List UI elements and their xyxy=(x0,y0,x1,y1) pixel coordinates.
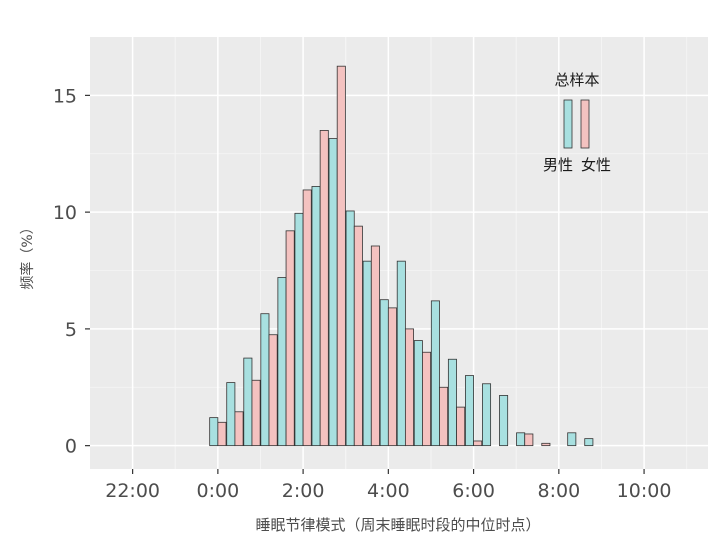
male-bar xyxy=(294,212,304,447)
male-bar xyxy=(209,417,219,447)
x-tick-label: 22:00 xyxy=(105,480,160,502)
x-axis-label: 睡眠节律模式（周末睡眠时段的中位时点） xyxy=(255,516,540,534)
bars xyxy=(209,65,594,447)
male-bar xyxy=(482,383,492,447)
female-bar xyxy=(387,307,397,447)
y-tick-label: 0 xyxy=(65,436,77,458)
female-bar xyxy=(302,189,312,447)
x-tick-label: 0:00 xyxy=(197,480,240,502)
male-bar xyxy=(584,438,594,447)
y-tick-label: 5 xyxy=(65,319,77,341)
x-tick-label: 2:00 xyxy=(282,480,325,502)
legend-title: 总样本 xyxy=(554,71,599,89)
female-bar xyxy=(370,245,380,447)
female-bar xyxy=(336,65,346,447)
legend-key-male xyxy=(563,99,573,149)
y-tick-label: 15 xyxy=(53,85,77,107)
male-bar xyxy=(328,138,338,447)
female-bar xyxy=(285,230,295,447)
male-bar xyxy=(277,277,287,447)
female-bar xyxy=(353,225,363,447)
female-bar xyxy=(439,386,449,447)
x-axis: 22:00 0:00 2:00 4:00 6:00 8:00 10:00 xyxy=(105,469,671,502)
female-bar xyxy=(422,351,432,447)
y-axis-label: 频率（%） xyxy=(19,220,36,289)
x-tick-label: 6:00 xyxy=(452,480,495,502)
male-bar xyxy=(226,382,236,447)
female-bar xyxy=(251,379,261,447)
legend-key-female xyxy=(580,99,590,149)
legend-label-female: 女性 xyxy=(581,156,611,174)
male-bar xyxy=(516,432,526,447)
male-bar xyxy=(413,340,423,447)
male-bar xyxy=(567,432,577,447)
legend-label-male: 男性 xyxy=(543,156,573,174)
male-bar xyxy=(396,260,406,447)
male-bar xyxy=(345,210,355,447)
female-bar xyxy=(541,442,551,447)
male-bar xyxy=(311,186,321,447)
female-bar xyxy=(404,328,414,447)
female-bar xyxy=(524,433,534,447)
female-bar xyxy=(268,334,278,447)
male-bar xyxy=(499,395,509,447)
male-bar xyxy=(362,260,372,447)
x-tick-label: 8:00 xyxy=(537,480,580,502)
female-bar xyxy=(217,421,227,447)
male-bar xyxy=(260,313,270,447)
legend: 总样本 男性 女性 xyxy=(543,71,611,174)
female-bar xyxy=(319,130,329,447)
male-bar xyxy=(243,357,253,447)
male-bar xyxy=(464,375,474,447)
male-bar xyxy=(430,300,440,447)
x-tick-label: 4:00 xyxy=(367,480,410,502)
female-bar xyxy=(473,440,483,447)
female-bar xyxy=(456,406,466,447)
male-bar xyxy=(447,358,457,447)
male-bar xyxy=(379,299,389,447)
y-tick-label: 10 xyxy=(53,202,77,224)
x-tick-label: 10:00 xyxy=(617,480,672,502)
y-axis: 0 5 10 15 xyxy=(53,85,90,458)
female-bar xyxy=(234,411,244,447)
